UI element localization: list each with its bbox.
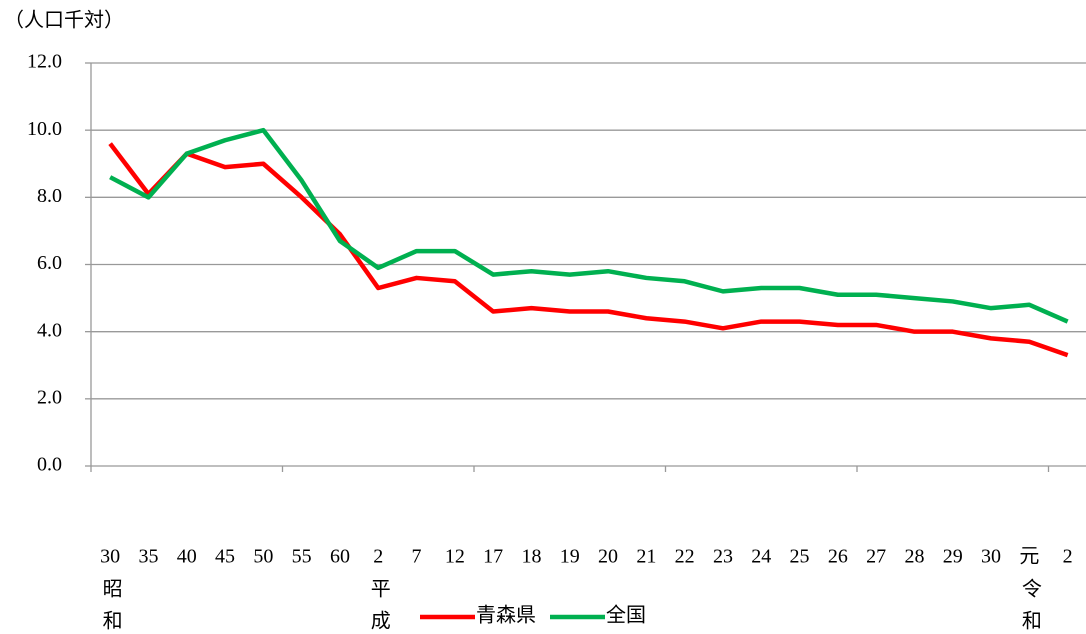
x-tick-label: 2 bbox=[373, 546, 383, 568]
legend-label: 青森県 bbox=[476, 604, 536, 627]
y-axis-label: （人口千対） bbox=[4, 9, 124, 32]
x-tick-label: 30 bbox=[981, 546, 1001, 568]
series-line bbox=[108, 142, 1069, 358]
x-tick-label: 19 bbox=[560, 546, 580, 568]
x-tick-label: 29 bbox=[943, 546, 963, 568]
y-tick-label: 12.0 bbox=[27, 51, 62, 73]
x-tick-label: 60 bbox=[330, 546, 350, 568]
x-tick-label: 35 bbox=[138, 546, 158, 568]
x-tick-label: 2 bbox=[1063, 546, 1073, 568]
y-tick-label: 8.0 bbox=[37, 185, 62, 207]
x-tick-label: 21 bbox=[636, 546, 656, 568]
x-tick-label: 12 bbox=[445, 546, 465, 568]
x-tick-label: 55 bbox=[292, 546, 312, 568]
x-tick-label: 22 bbox=[675, 546, 695, 568]
x-tick-label: 7 bbox=[412, 546, 422, 568]
x-tick-label: 25 bbox=[790, 546, 810, 568]
y-tick-label: 6.0 bbox=[37, 252, 62, 274]
x-tick-label: 28 bbox=[904, 546, 924, 568]
x-tick-label: 27 bbox=[866, 546, 886, 568]
x-tick-label: 40 bbox=[177, 546, 197, 568]
x-tick-label: 元 bbox=[1019, 546, 1039, 568]
y-tick-label: 2.0 bbox=[37, 386, 62, 408]
x-tick-label: 18 bbox=[521, 546, 541, 568]
x-tick-label: 20 bbox=[598, 546, 618, 568]
x-tick-sublabel: 平成 bbox=[367, 578, 390, 634]
series-line bbox=[109, 127, 1069, 324]
x-tick-label: 23 bbox=[713, 546, 733, 568]
x-tick-label: 50 bbox=[253, 546, 273, 568]
x-tick-sublabel: 昭和 bbox=[99, 578, 122, 634]
y-tick-label: 4.0 bbox=[37, 319, 62, 341]
x-tick-label: 17 bbox=[483, 546, 503, 568]
y-tick-label: 0.0 bbox=[37, 454, 62, 476]
legend-label: 全国 bbox=[606, 604, 646, 627]
x-tick-label: 26 bbox=[828, 546, 848, 568]
x-tick-label: 45 bbox=[215, 546, 235, 568]
x-tick-sublabel: 令和 bbox=[1018, 578, 1041, 634]
x-tick-label: 30 bbox=[100, 546, 120, 568]
y-tick-label: 10.0 bbox=[27, 118, 62, 140]
x-tick-label: 24 bbox=[751, 546, 771, 568]
